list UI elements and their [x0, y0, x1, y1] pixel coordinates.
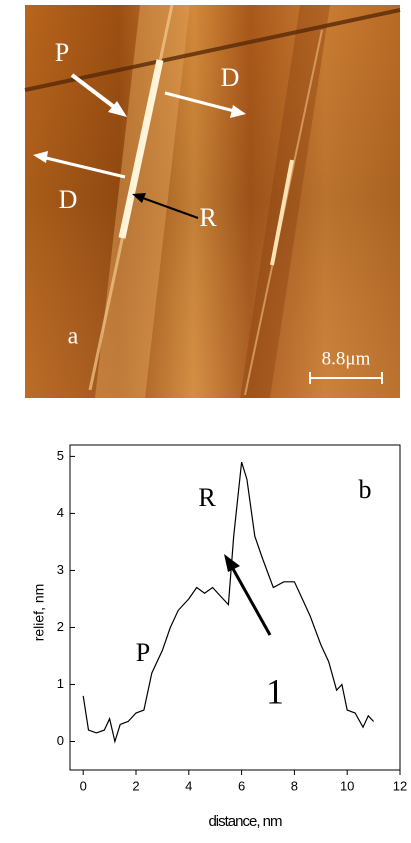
y-tick-label: 3 [57, 562, 64, 577]
x-axis-label: distance, nm [208, 813, 282, 830]
y-tick-label: 4 [57, 505, 64, 520]
image-label: a [68, 324, 79, 350]
arrow [230, 566, 272, 636]
annotation: b [359, 475, 372, 504]
chart-frame [69, 444, 401, 771]
image-label: P [55, 38, 69, 67]
annotation: P [136, 638, 150, 667]
x-tick-label: 8 [291, 778, 298, 793]
image-label: D [221, 63, 240, 92]
y-tick-label: 5 [57, 448, 64, 463]
annotation: R [198, 483, 216, 512]
y-tick-label: 1 [57, 676, 64, 691]
data-line [82, 461, 375, 744]
x-tick-label: 6 [238, 778, 245, 793]
y-tick-label: 2 [57, 619, 64, 634]
y-tick-label: 0 [57, 733, 64, 748]
image-label: 8.8μm [322, 348, 371, 369]
image-label: R [199, 203, 217, 232]
annotation: 1 [266, 671, 284, 711]
afm-image [24, 4, 401, 398]
y-axis-label: relief, nm [31, 584, 47, 642]
x-tick-label: 12 [393, 778, 407, 793]
x-tick-label: 2 [132, 778, 139, 793]
x-tick-label: 10 [340, 778, 354, 793]
x-tick-label: 0 [80, 778, 87, 793]
image-label: D [59, 185, 78, 214]
x-tick-label: 4 [185, 778, 192, 793]
